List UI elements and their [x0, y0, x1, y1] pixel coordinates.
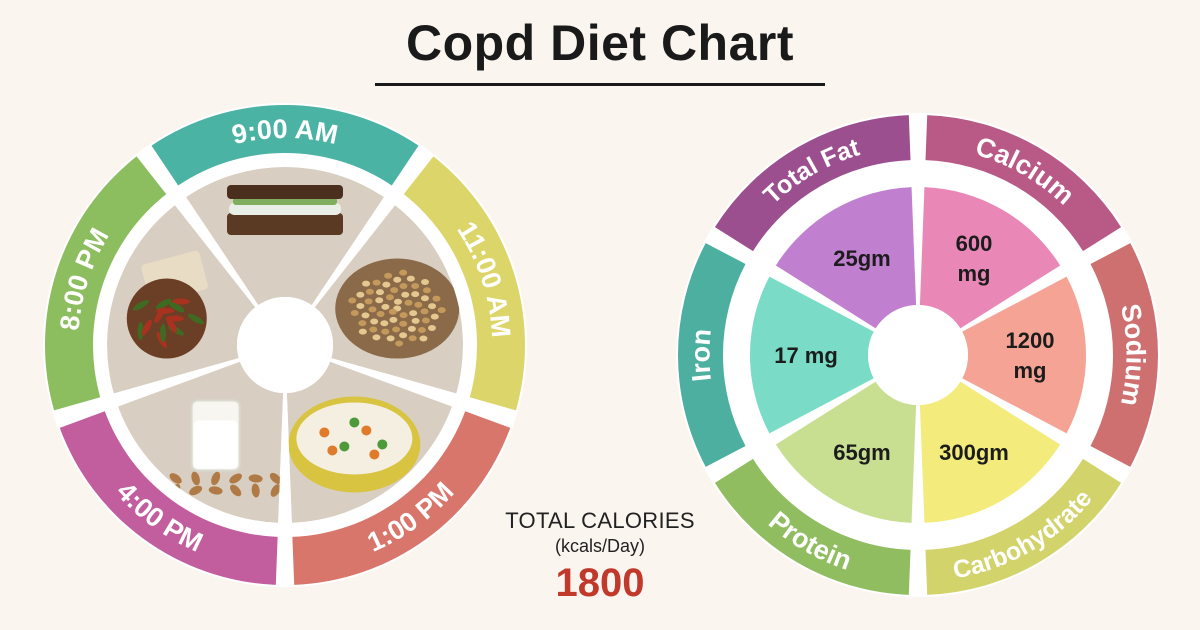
nutrient-ring-iron — [678, 243, 746, 467]
meal-time-ring-4-00-pm — [59, 411, 278, 585]
meal-time-ring-9-00-am — [151, 104, 419, 186]
nutrient-value-total-fat: 25gm — [833, 246, 890, 271]
meal-time-ring-1-00-pm — [292, 411, 511, 585]
total-calories-value: 1800 — [555, 561, 645, 605]
nutrient-ring-protein — [714, 458, 911, 595]
title-underline — [375, 83, 825, 86]
nutrient-value-sodium: 1200 — [1006, 328, 1055, 353]
meal-time-ring-8-00-pm — [44, 156, 167, 411]
nutrient-value-sodium: mg — [1014, 358, 1047, 383]
nutrient-value-calcium: 600 — [956, 231, 993, 256]
total-calories-label: TOTAL CALORIES — [505, 508, 695, 533]
nutrient-value-calcium: mg — [958, 261, 991, 286]
meal-time-ring-11-00-am — [403, 156, 526, 411]
nutrient-ring-calcium — [925, 115, 1122, 252]
nutrient-segment-sodium: Sodium 1200 mg — [962, 243, 1158, 467]
nutrient-ring-carbohydrate — [925, 458, 1122, 595]
cucumber-sandwich-image — [185, 167, 385, 306]
sprouts-image — [314, 205, 463, 394]
nutrient-value-protein: 65gm — [833, 440, 890, 465]
nutrient-value-iron: 17 mg — [774, 343, 838, 368]
meal-wheel-center — [237, 297, 333, 393]
nutrient-wedge-sodium — [962, 276, 1086, 434]
vegetable-rice-image — [286, 361, 453, 523]
nutrient-ring-sodium — [1090, 243, 1158, 467]
nutrient-wedge-carbohydrate — [919, 381, 1061, 523]
okra-flatbread-image — [107, 205, 256, 394]
nutrient-value-carbohydrate: 300gm — [939, 440, 1009, 465]
nutrient-wedge-total-fat — [775, 187, 917, 329]
nutrient-label-sodium: Sodium — [1115, 301, 1151, 408]
almond-milk-image — [117, 361, 284, 523]
meal-time-segment-8-00-pm: 8:00 PM — [44, 156, 256, 411]
nutrient-wedge-calcium — [919, 187, 1061, 329]
nutrient-wedge-iron — [750, 276, 874, 434]
meal-time-segment-9-00-am: 9:00 AM — [151, 104, 419, 306]
nutrient-wedge-protein — [775, 381, 917, 523]
page-title: Copd Diet Chart — [405, 15, 795, 71]
nutrient-ring-total-fat — [714, 115, 911, 252]
total-calories-unit: (kcals/Day) — [554, 536, 645, 556]
total-calories: TOTAL CALORIES (kcals/Day) 1800 — [480, 508, 720, 606]
nutrient-wheel-center — [868, 305, 968, 405]
nutrient-wheel: Total Fat25gmCalcium600mgSodium1200mgCar… — [676, 113, 1160, 597]
